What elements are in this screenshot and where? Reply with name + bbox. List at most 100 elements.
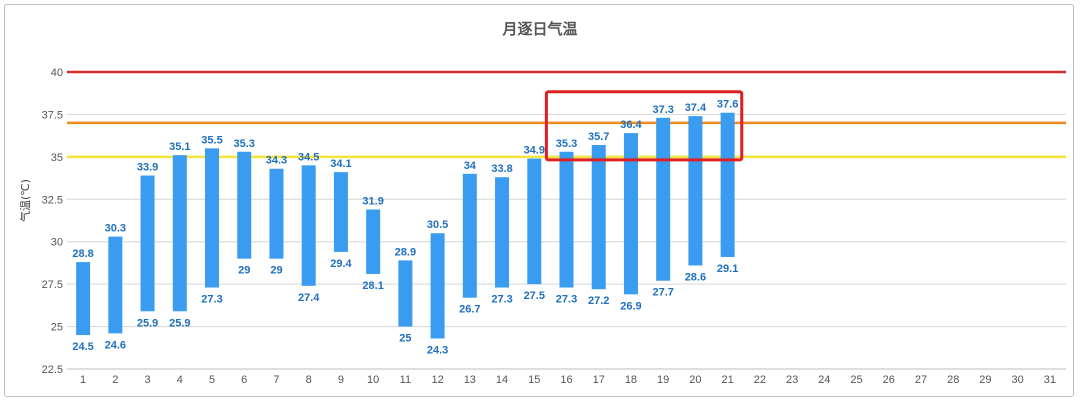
- range-bar: [205, 148, 220, 288]
- x-tick-label: 19: [657, 374, 669, 386]
- low-label: 28.6: [685, 271, 706, 283]
- range-bar: [269, 168, 284, 259]
- low-label: 25: [399, 333, 411, 345]
- y-tick-label: 27.5: [42, 279, 63, 291]
- x-tick-label: 17: [593, 374, 605, 386]
- x-tick-label: 8: [306, 374, 312, 386]
- x-tick-label: 24: [818, 374, 830, 386]
- range-bar: [237, 151, 252, 259]
- x-tick-label: 25: [850, 374, 862, 386]
- x-tick-label: 18: [625, 374, 637, 386]
- y-tick-label: 35: [51, 152, 63, 164]
- x-tick-label: 9: [338, 374, 344, 386]
- highlight-box: [544, 90, 744, 162]
- low-label: 27.7: [652, 287, 673, 299]
- low-label: 24.3: [427, 344, 448, 356]
- x-tick-label: 22: [754, 374, 766, 386]
- low-label: 29: [270, 265, 282, 277]
- x-tick-label: 14: [496, 374, 508, 386]
- high-label: 35.3: [234, 138, 255, 150]
- x-tick-label: 26: [883, 374, 895, 386]
- x-tick-label: 10: [367, 374, 379, 386]
- y-tick-label: 30: [51, 237, 63, 249]
- range-bar: [495, 177, 510, 288]
- low-label: 29: [238, 265, 250, 277]
- low-label: 29.4: [330, 258, 352, 270]
- x-tick-label: 23: [786, 374, 798, 386]
- x-tick-label: 20: [689, 374, 701, 386]
- high-label: 34.3: [266, 155, 287, 167]
- low-label: 26.7: [459, 304, 480, 316]
- range-bar: [172, 155, 187, 312]
- x-tick-label: 3: [145, 374, 151, 386]
- high-label: 33.8: [491, 163, 512, 175]
- high-label: 37.4: [685, 102, 707, 114]
- x-tick-label: 5: [209, 374, 215, 386]
- x-tick-label: 31: [1044, 374, 1056, 386]
- low-label: 24.5: [72, 341, 93, 353]
- range-bar: [301, 165, 316, 286]
- range-bar: [527, 158, 542, 285]
- low-label: 27.2: [588, 295, 609, 307]
- low-label: 26.9: [620, 300, 641, 312]
- x-tick-label: 15: [528, 374, 540, 386]
- range-bar: [559, 151, 574, 288]
- x-tick-label: 27: [915, 374, 927, 386]
- x-tick-label: 16: [560, 374, 572, 386]
- x-tick-label: 6: [241, 374, 247, 386]
- low-label: 25.9: [169, 317, 190, 329]
- x-tick-label: 4: [177, 374, 183, 386]
- low-label: 27.3: [201, 294, 222, 306]
- high-label: 30.5: [427, 219, 448, 231]
- high-label: 30.3: [105, 223, 126, 235]
- high-label: 34.9: [524, 145, 545, 157]
- range-bar: [591, 144, 606, 290]
- range-bar: [688, 116, 703, 266]
- high-label: 31.9: [362, 195, 383, 207]
- x-tick-label: 1: [80, 374, 86, 386]
- low-label: 24.6: [105, 339, 126, 351]
- high-label: 35.1: [169, 141, 190, 153]
- low-label: 27.3: [556, 294, 577, 306]
- high-label: 28.8: [72, 248, 93, 260]
- range-bar: [333, 172, 348, 252]
- high-label: 35.3: [556, 138, 577, 150]
- y-tick-label: 25: [51, 322, 63, 334]
- high-label: 34.1: [330, 158, 351, 170]
- y-tick-label: 22.5: [42, 364, 63, 376]
- high-label: 33.9: [137, 162, 158, 174]
- high-label: 34: [464, 160, 477, 172]
- range-bar: [430, 233, 445, 339]
- range-bar: [462, 173, 477, 298]
- low-label: 28.1: [362, 280, 383, 292]
- high-label: 34.5: [298, 151, 319, 163]
- range-bar: [108, 236, 123, 334]
- y-tick-label: 40: [51, 67, 63, 79]
- high-label: 37.6: [717, 99, 738, 111]
- high-label: 35.5: [201, 134, 222, 146]
- high-label: 28.9: [395, 246, 416, 258]
- x-tick-label: 7: [273, 374, 279, 386]
- range-bar: [76, 262, 91, 336]
- x-tick-label: 28: [947, 374, 959, 386]
- x-tick-label: 11: [400, 374, 411, 386]
- x-tick-label: 13: [464, 374, 476, 386]
- x-tick-label: 30: [1012, 374, 1024, 386]
- high-label: 35.7: [588, 131, 609, 143]
- x-tick-label: 29: [979, 374, 991, 386]
- x-tick-label: 12: [431, 374, 443, 386]
- low-label: 27.3: [491, 294, 512, 306]
- range-bar: [366, 209, 381, 274]
- range-bar: [720, 112, 735, 257]
- x-tick-label: 21: [722, 374, 734, 386]
- range-bar: [140, 175, 155, 312]
- y-tick-label: 37.5: [42, 109, 63, 121]
- low-label: 25.9: [137, 317, 158, 329]
- x-tick-label: 2: [112, 374, 118, 386]
- low-label: 27.4: [298, 292, 320, 304]
- range-bar: [656, 117, 671, 281]
- range-bar: [623, 133, 638, 295]
- y-tick-label: 32.5: [42, 194, 63, 206]
- high-label: 37.3: [652, 104, 673, 116]
